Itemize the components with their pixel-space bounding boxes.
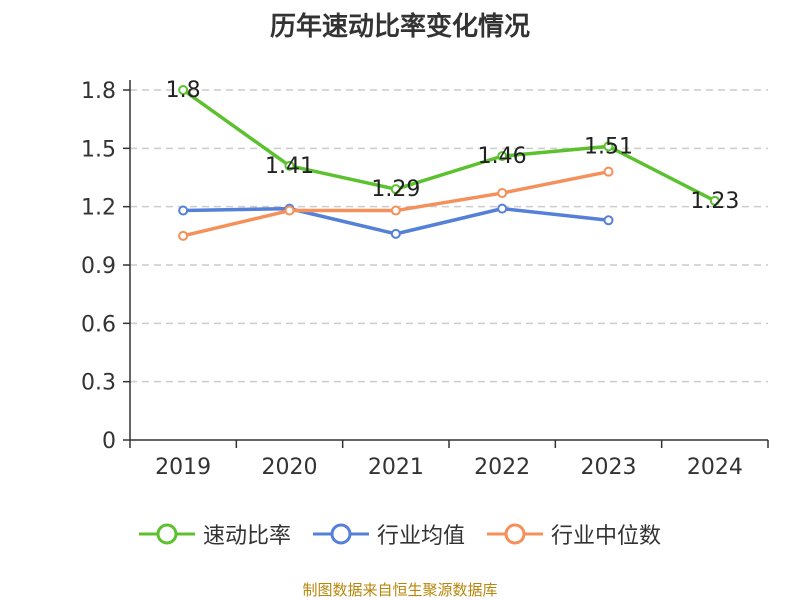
data-label: 1.29 [371, 177, 420, 202]
legend-swatch-industry-median [487, 523, 543, 545]
data-point [390, 184, 401, 195]
x-tick-label: 2022 [474, 455, 530, 480]
y-tick-label: 0.6 [81, 312, 116, 337]
data-label: 1.46 [478, 144, 527, 169]
data-point [178, 85, 189, 95]
data-point [603, 166, 614, 177]
data-point [178, 205, 189, 216]
data-label: 1.41 [265, 154, 314, 179]
x-tick-label: 2021 [368, 455, 424, 480]
data-point [497, 188, 508, 199]
data-point [284, 160, 295, 171]
y-tick-label: 0.9 [81, 254, 116, 279]
legend-swatch-industry-mean [312, 523, 369, 545]
legend-label-quick-ratio: 速动比率 [202, 524, 291, 549]
legend-label-industry-median: 行业中位数 [551, 524, 662, 549]
chart-title: 历年速动比率变化情况 [269, 12, 530, 42]
y-tick-label: 1.2 [81, 196, 116, 221]
y-tick-label: 0 [102, 429, 116, 454]
data-label: 1.23 [690, 189, 739, 214]
x-tick-label: 2024 [687, 455, 743, 480]
y-tick-label: 1.8 [81, 79, 116, 104]
data-point [390, 228, 401, 239]
data-point [603, 215, 614, 226]
legend-label-industry-mean: 行业均值 [376, 524, 465, 549]
x-tick-label: 2020 [262, 455, 318, 480]
data-point [390, 205, 401, 216]
x-tick-label: 2019 [155, 455, 211, 480]
legend-item-quick-ratio[interactable]: 速动比率 [138, 518, 291, 550]
data-point [497, 203, 508, 214]
data-point [284, 205, 295, 216]
data-point [178, 230, 189, 241]
x-tick-label: 2023 [581, 455, 637, 480]
data-point [497, 151, 508, 162]
y-tick-label: 1.5 [81, 137, 116, 162]
legend: 速动比率 行业均值 行业中位数 [0, 518, 800, 550]
legend-item-industry-mean[interactable]: 行业均值 [312, 518, 465, 550]
legend-swatch-quick-ratio [138, 523, 195, 545]
legend-item-industry-median[interactable]: 行业中位数 [487, 518, 661, 550]
series-line-0 [182, 88, 716, 203]
data-point [603, 141, 614, 152]
data-point [709, 195, 720, 206]
y-tick-label: 0.3 [81, 371, 116, 396]
source-note: 制图数据来自恒生聚源数据库 [302, 581, 498, 599]
data-label: 1.8 [166, 78, 201, 103]
data-label: 1.51 [584, 134, 633, 159]
